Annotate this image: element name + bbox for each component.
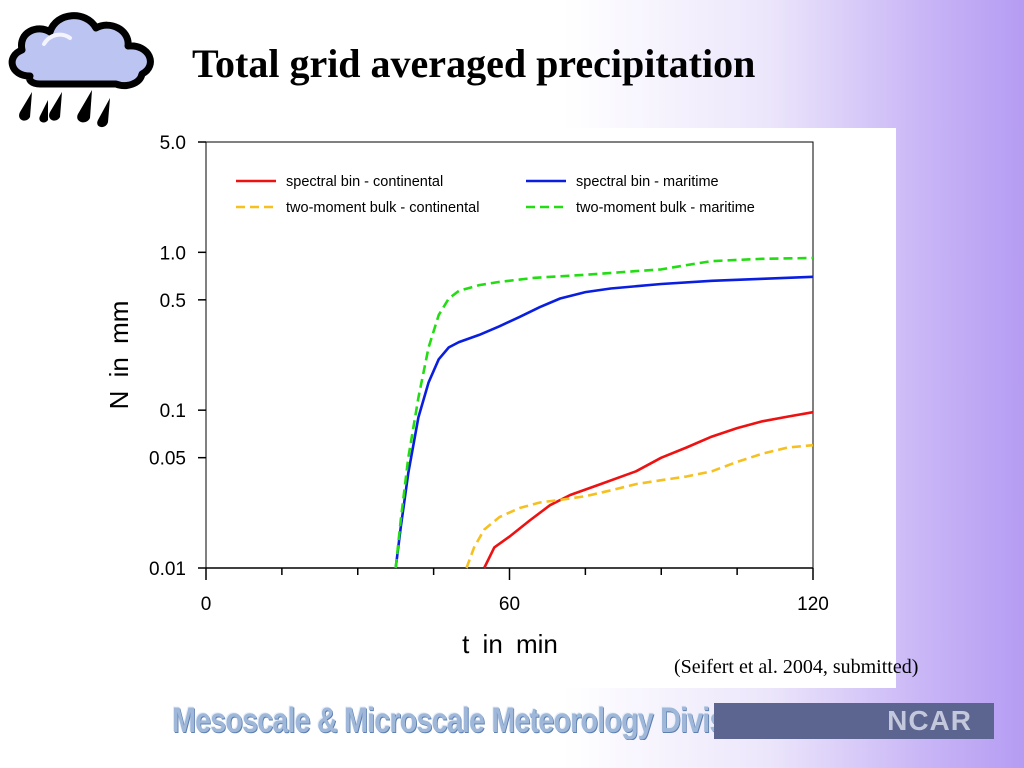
- ncar-logo-text: NCAR: [887, 705, 972, 736]
- y-tick-label: 5.0: [160, 133, 186, 154]
- ncar-logo: NCAR: [714, 703, 994, 739]
- series-line-2: [394, 275, 814, 569]
- y-tick-label: 0.01: [149, 559, 186, 580]
- slide-title: Total grid averaged precipitation: [192, 41, 756, 86]
- y-tick-label: 0.5: [160, 291, 186, 312]
- series-layer: [394, 256, 814, 569]
- series-line-4: [394, 256, 814, 569]
- y-tick-label: 1.0: [160, 243, 186, 264]
- legend-label: spectral bin - continental: [286, 174, 443, 190]
- precipitation-chart: 5.0 1.0 0.5 0.1 0.05 0.01 0 60 120 spectral bin…: [108, 128, 896, 688]
- series-line-3: [465, 443, 814, 569]
- legend-label: two-moment bulk - continental: [286, 200, 479, 216]
- citation: (Seifert et al. 2004, submitted): [674, 656, 919, 678]
- legend: spectral bin - continental spectral bin -…: [236, 174, 755, 216]
- y-tick-label: 0.05: [149, 449, 186, 470]
- legend-label: two-moment bulk - maritime: [576, 200, 755, 216]
- x-tick-label: 60: [499, 594, 520, 615]
- x-axis: 0 60 120: [201, 567, 829, 615]
- x-tick-label: 0: [201, 594, 212, 615]
- y-axis-title: N in mm: [108, 301, 134, 410]
- rain-cloud-icon: [0, 4, 165, 130]
- y-tick-label: 0.1: [160, 401, 186, 422]
- x-axis-title: t in min: [462, 629, 558, 659]
- division-logo: Mesoscale & Microscale Meteorology Divis…: [172, 701, 766, 740]
- legend-label: spectral bin - maritime: [576, 174, 719, 190]
- x-tick-label: 120: [797, 594, 829, 615]
- y-axis: 5.0 1.0 0.5 0.1 0.05 0.01: [149, 133, 206, 580]
- chart-svg: 5.0 1.0 0.5 0.1 0.05 0.01 0 60 120 spectral bin…: [108, 133, 829, 659]
- series-line-1: [483, 410, 814, 569]
